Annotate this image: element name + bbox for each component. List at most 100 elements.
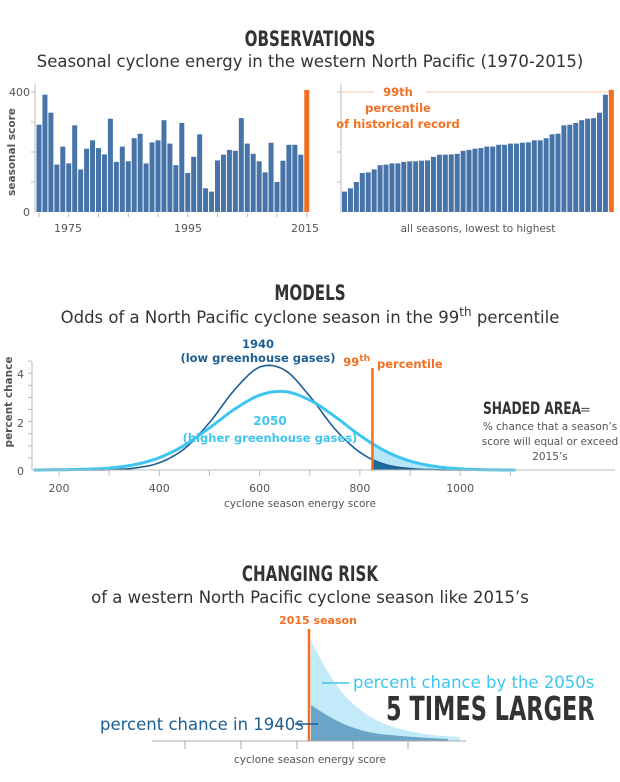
tail-area-1940 [311, 705, 448, 741]
chart-seasonal-score: seasonal score 400 0 1975 1995 2015 [6, 84, 319, 235]
bar-1974 [60, 146, 66, 212]
bar-1977 [78, 169, 84, 212]
2015-season-label: 2015 season [279, 614, 357, 627]
bar-1971 [42, 94, 48, 212]
y-tick-label: 0 [17, 465, 24, 478]
risk-heading: CHANGING RISK [242, 563, 379, 587]
bar-1973 [54, 164, 60, 212]
x-axis-label: cyclone season energy score [224, 498, 376, 510]
bar-1996 [191, 156, 197, 212]
bar-1999 [209, 191, 215, 212]
x-tick-label: 200 [49, 482, 70, 495]
bar-2004 [238, 118, 244, 212]
shaded-area-2050 [372, 443, 516, 470]
sorted-bar-1986 [543, 138, 549, 212]
bar-1989 [149, 142, 155, 212]
sorted-bar-2005 [513, 143, 519, 212]
x-tick-label: 400 [149, 482, 170, 495]
chart-model-distributions: percent chance 4 2 0 99th percentile 194… [3, 337, 618, 510]
sorted-bar-2004 [591, 118, 597, 212]
bar-2008 [262, 172, 268, 212]
sorted-bar-1979 [531, 140, 537, 212]
curve-2050 [33, 389, 516, 472]
sorted-bar-1991 [579, 120, 585, 212]
y-tick-label: 2 [17, 417, 24, 430]
bar-2006 [250, 153, 256, 212]
sorted-bar-1988 [395, 163, 401, 212]
bar-1993 [173, 165, 179, 212]
bar-1990 [155, 140, 161, 212]
bar-1987 [137, 133, 143, 212]
bar-1998 [203, 188, 209, 212]
bar-1988 [143, 163, 149, 212]
y-tick-label: 4 [17, 368, 24, 381]
sorted-bar-2010 [353, 182, 359, 212]
bar-1979 [90, 140, 96, 212]
sorted-bar-2007 [413, 161, 419, 212]
models-heading: MODELS [274, 282, 345, 306]
threshold-label: percentile [377, 357, 443, 371]
bar-2010 [274, 182, 280, 212]
headline-5-times-larger: 5 TIMES LARGER [386, 690, 595, 729]
sorted-bar-1983 [401, 161, 407, 212]
shaded-area-text: score will equal or exceed [482, 436, 618, 448]
bar-1997 [197, 134, 203, 212]
bar-2011 [280, 160, 286, 212]
tail-area-2050 [311, 640, 460, 741]
bar-1986 [131, 138, 137, 212]
x-axis-label: cyclone season energy score [234, 754, 386, 766]
shaded-area-text: 2015’s [532, 451, 568, 463]
chart-sorted-seasons: 99th percentile of historical record all… [336, 82, 614, 235]
sorted-bar-1981 [448, 154, 454, 212]
sorted-bar-1984 [490, 146, 496, 212]
x-tick-label: 1975 [54, 222, 82, 235]
bar-1980 [96, 148, 101, 212]
bar-1994 [179, 122, 185, 212]
y-axis-label: percent chance [3, 357, 15, 448]
bar-2007 [256, 161, 262, 212]
shaded-area-equals: = [580, 403, 591, 418]
sorted-bar-1978 [472, 148, 478, 212]
y-tick-label: 0 [23, 206, 30, 219]
y-axis-label: seasonal score [6, 108, 18, 196]
sorted-bar-1982 [585, 118, 591, 212]
bar-1976 [72, 125, 78, 212]
sorted-bar-1977 [371, 169, 377, 212]
x-tick-label: 1000 [446, 482, 474, 495]
bar-2015 [304, 89, 310, 212]
bar-2000 [215, 160, 220, 212]
sorted-bar-1987 [555, 133, 561, 212]
percentile-label: of historical record [336, 117, 460, 131]
label-bg [374, 82, 426, 96]
bar-2009 [268, 142, 274, 212]
sorted-bar-2013 [502, 144, 508, 212]
series-label-2050: 2050 [253, 414, 286, 428]
sorted-bar-2014 [442, 154, 448, 212]
sorted-bar-1996 [430, 156, 436, 212]
sorted-bar-2006 [454, 153, 460, 212]
sorted-bar-1990 [537, 140, 543, 212]
percentile-label: 99th [383, 85, 413, 99]
sorted-bar-1970 [567, 124, 573, 212]
sorted-bar-1992 [508, 143, 514, 212]
percentile-label: percentile [365, 101, 431, 115]
bar-2003 [232, 150, 238, 212]
x-tick-label: 2015 [291, 222, 319, 235]
sorted-bar-1993 [377, 165, 383, 212]
sorted-bar-1997 [549, 134, 555, 212]
bar-1972 [48, 112, 54, 212]
bar-1995 [185, 173, 191, 212]
sorted-bar-1976 [561, 125, 567, 212]
bar-1978 [84, 148, 90, 212]
bar-1975 [66, 163, 72, 212]
sorted-bar-2009 [519, 142, 525, 212]
x-tick-label: 1995 [174, 222, 202, 235]
chart-changing-risk: 2015 season percent chance by the 2050s … [100, 614, 595, 766]
sorted-bar-2012 [496, 144, 502, 212]
y-tick-label: 400 [9, 86, 30, 99]
bar-2014 [298, 154, 304, 212]
shaded-area-title: SHADED AREA [483, 399, 582, 419]
threshold-label: 99th [343, 354, 370, 369]
label-1940s: percent chance in 1940s [100, 715, 304, 734]
sorted-bar-1975 [389, 163, 395, 212]
